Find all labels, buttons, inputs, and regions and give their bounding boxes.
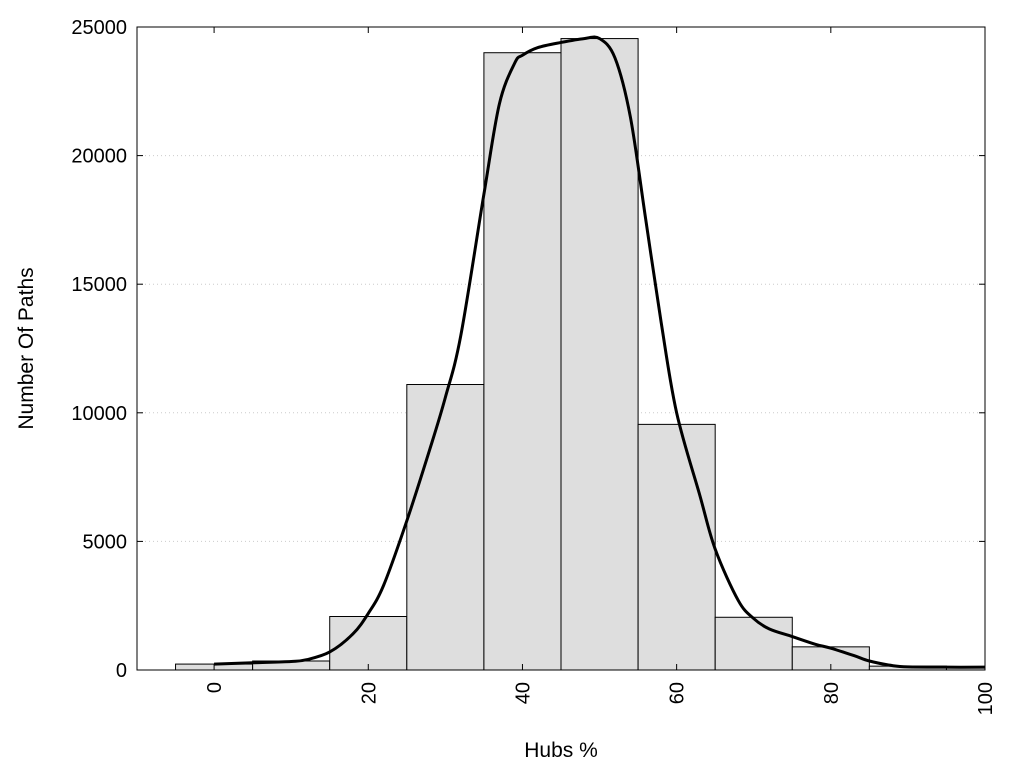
- y-tick-label: 10000: [71, 403, 127, 425]
- plot-frame: [136, 26, 986, 671]
- x-tick-label: 40: [512, 682, 534, 704]
- histogram-bar: [483, 52, 562, 671]
- x-tick-label: 80: [821, 682, 843, 704]
- x-tick-label: 100: [975, 682, 997, 715]
- histogram-bars: [175, 38, 986, 671]
- density-curve: [214, 35, 986, 669]
- x-tick-label: 0: [204, 682, 226, 693]
- y-tick-label: 25000: [71, 17, 127, 39]
- histogram-bar: [714, 616, 793, 671]
- y-tick-label: 0: [116, 660, 127, 682]
- x-axis-label: Hubs %: [524, 739, 598, 762]
- y-tick-label: 5000: [83, 531, 128, 553]
- histogram-bar: [406, 384, 485, 671]
- y-axis-ticks: 0 5000 10000 15000 20000 25000: [71, 17, 985, 682]
- y-axis-label: Number Of Paths: [15, 267, 38, 429]
- y-tick-label: 20000: [71, 146, 127, 168]
- x-tick-label: 20: [358, 682, 380, 704]
- x-axis-ticks: 0 20 40 60 80 100: [204, 27, 997, 715]
- x-tick-label: 60: [667, 682, 689, 704]
- y-tick-label: 15000: [71, 274, 127, 296]
- histogram-bar: [637, 423, 716, 671]
- histogram-bar: [560, 38, 639, 671]
- density-curve-layer: [214, 35, 986, 669]
